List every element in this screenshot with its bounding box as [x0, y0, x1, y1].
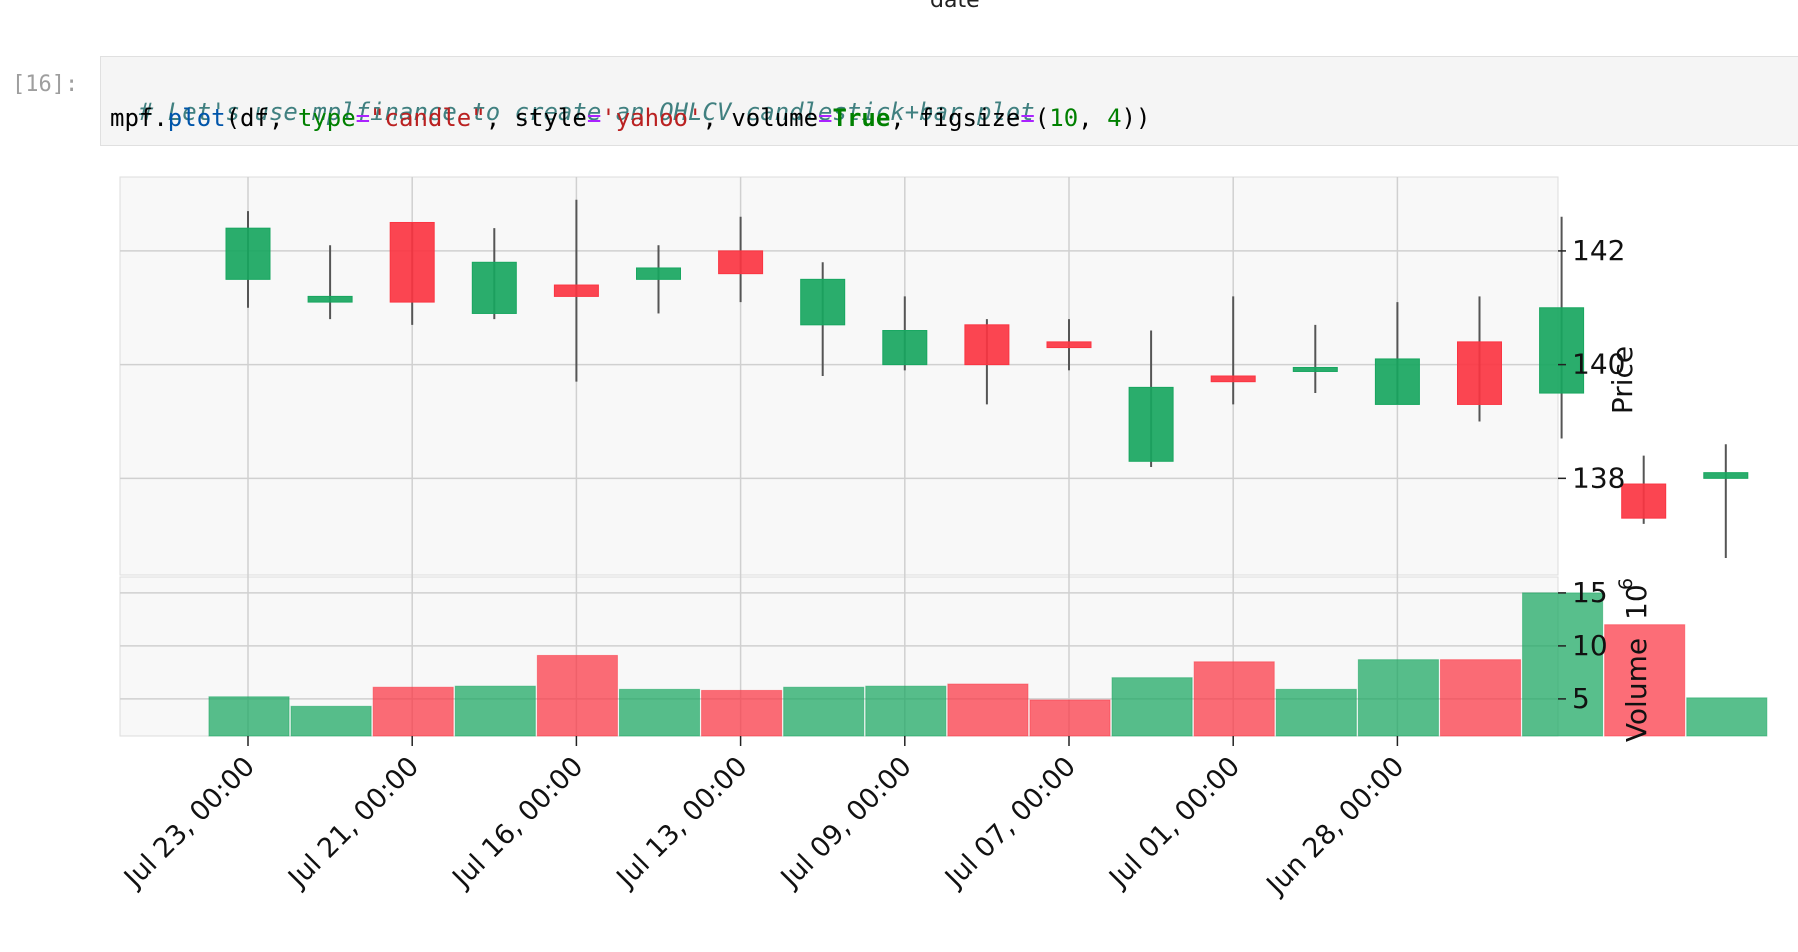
x-tick-label: Jul 21, 00:00 [281, 751, 425, 895]
volume-bar [1686, 697, 1768, 737]
volume-scale-exponent: 10 [1620, 584, 1653, 620]
code-token-string: 'yahoo' [601, 104, 703, 132]
volume-bar [1275, 688, 1357, 737]
price-panel [119, 176, 1559, 576]
x-tick-label: Jul 13, 00:00 [610, 751, 754, 895]
volume-axis-label: Volume [1620, 638, 1653, 742]
candle-body [964, 324, 1010, 366]
x-tick-label: Jul 01, 00:00 [1102, 751, 1246, 895]
x-tick-label: Jun 28, 00:00 [1260, 751, 1411, 902]
volume-tick-label: 5 [1572, 682, 1590, 715]
volume-bar [372, 686, 454, 737]
volume-bar [1357, 659, 1439, 737]
code-token-operator: = [1020, 104, 1035, 132]
code-token-keyword: type [297, 104, 356, 132]
code-line-1[interactable]: # Let's use mplfinance to create an OHLC… [110, 70, 1035, 126]
code-token: , [1078, 104, 1108, 132]
candle-body [225, 227, 271, 280]
volume-bar [536, 654, 618, 737]
cell-prompt: [16]: [12, 72, 79, 97]
candle-body [718, 250, 764, 275]
code-token: , volume [702, 104, 819, 132]
chart-top-xlabel-fragment: date [930, 0, 980, 13]
candle-body [800, 278, 846, 326]
candle-body [1703, 472, 1749, 479]
code-token: , figsize [890, 104, 1021, 132]
code-token-number: 10 [1049, 104, 1079, 132]
candle-body [471, 261, 517, 314]
candle-body [636, 267, 681, 280]
candle-body [1046, 341, 1092, 349]
volume-bar [290, 705, 372, 737]
volume-bar [1439, 659, 1522, 737]
candle-body [1374, 358, 1420, 405]
volume-bar [1193, 661, 1275, 737]
x-tick-label: Jul 07, 00:00 [938, 751, 1082, 895]
x-tick-label: Jul 16, 00:00 [445, 751, 589, 895]
volume-bar [208, 696, 290, 737]
candle-body [307, 295, 353, 303]
candle-body [1457, 341, 1502, 405]
candle-body [882, 330, 928, 366]
code-token-function: plot [167, 104, 226, 132]
code-token: )) [1121, 104, 1151, 132]
code-token-operator: = [586, 104, 602, 132]
code-token: , style [485, 104, 587, 132]
volume-bar [947, 683, 1029, 737]
volume-tick-label: 10 [1572, 629, 1608, 662]
candle-body [553, 284, 599, 297]
candle-body [1210, 375, 1256, 383]
candle-body [1539, 307, 1585, 394]
price-axis-label: Price [1606, 346, 1639, 414]
candle-body [1621, 483, 1667, 519]
volume-bar [454, 685, 536, 737]
candle-body [1128, 386, 1174, 462]
code-token-operator: = [818, 104, 833, 132]
volume-bar [1522, 592, 1604, 737]
volume-bar [783, 686, 865, 737]
candle-body [389, 221, 435, 303]
volume-bar [618, 688, 701, 737]
code-cell-input[interactable] [100, 56, 1798, 146]
price-tick-label: 140 [1572, 348, 1625, 381]
code-line-2[interactable]: mpf.plot(df, type="candle", style='yahoo… [110, 104, 1150, 132]
price-tick-label: 138 [1572, 461, 1625, 494]
code-token-string: "candle" [370, 104, 486, 132]
code-token-bool: True [832, 104, 891, 132]
volume-bar [701, 689, 783, 737]
volume-bar [1111, 677, 1193, 737]
volume-bar [865, 685, 947, 737]
code-comment: # Let's use mplfinance to create an OHLC… [138, 98, 1035, 126]
code-token: ( [1034, 104, 1050, 132]
x-tick-label: Jul 23, 00:00 [117, 751, 261, 895]
volume-bar [1604, 624, 1686, 737]
code-token-operator: = [355, 104, 371, 132]
code-token: (df, [225, 104, 298, 132]
volume-tick-label: 15 [1572, 576, 1608, 609]
volume-scale-exponent-power: 6 [1615, 578, 1637, 590]
x-tick-label: Jul 09, 00:00 [774, 751, 918, 895]
volume-bar [1029, 699, 1111, 737]
price-tick-label: 142 [1572, 234, 1625, 267]
code-token: mpf. [110, 104, 168, 132]
code-token-number: 4 [1107, 104, 1122, 132]
candle-body [1292, 366, 1338, 372]
